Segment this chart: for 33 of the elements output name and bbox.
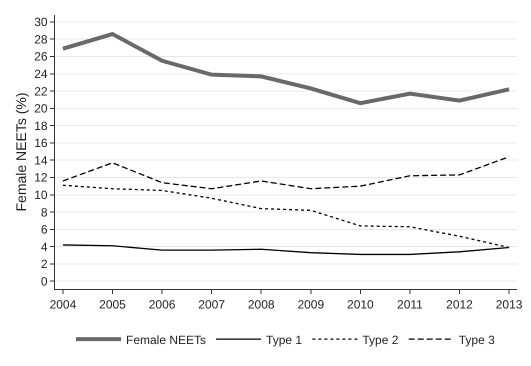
- line-series: [60, 32, 512, 106]
- legend-label: Type 3: [458, 332, 496, 347]
- y-tick-label: 4: [40, 240, 48, 254]
- y-tick-label: 18: [34, 118, 48, 133]
- legend-label: Type 1: [266, 332, 302, 347]
- x-tick-label: 2009: [297, 297, 324, 312]
- y-tick-label: 2: [40, 257, 48, 272]
- y-tick-label: 14: [34, 153, 48, 168]
- x-tick-label: 2006: [148, 297, 176, 312]
- y-tick-label: 0: [40, 274, 48, 288]
- y-tick-label: 28: [34, 32, 48, 46]
- legend-label: Type 2: [362, 332, 399, 347]
- y-axis-title: Female NEETs (%): [12, 92, 29, 212]
- y-tick-label: 24: [34, 66, 48, 81]
- x-tick-label: 2007: [198, 297, 226, 312]
- line-series: [62, 156, 510, 190]
- x-tick-label: 2012: [446, 297, 474, 312]
- x-tick-label: 2013: [496, 297, 523, 312]
- y-tick-label: 12: [34, 170, 48, 185]
- x-tick-label: 2005: [99, 297, 126, 312]
- y-tick-label: 6: [40, 222, 48, 237]
- y-tick-label: 10: [34, 188, 48, 202]
- x-tick-label: 2008: [248, 297, 275, 312]
- legend-label: Female NEETs: [126, 332, 206, 347]
- y-tick-label: 30: [34, 15, 48, 30]
- x-tick-label: 2010: [347, 297, 374, 312]
- y-tick-label: 26: [34, 50, 48, 64]
- x-tick-label: 2004: [50, 297, 77, 312]
- y-tick-label: 20: [34, 102, 48, 116]
- y-tick-label: 22: [34, 84, 48, 98]
- x-tick-label: 2011: [397, 297, 424, 312]
- y-tick-label: 8: [40, 205, 48, 220]
- y-tick-label: 16: [34, 136, 48, 150]
